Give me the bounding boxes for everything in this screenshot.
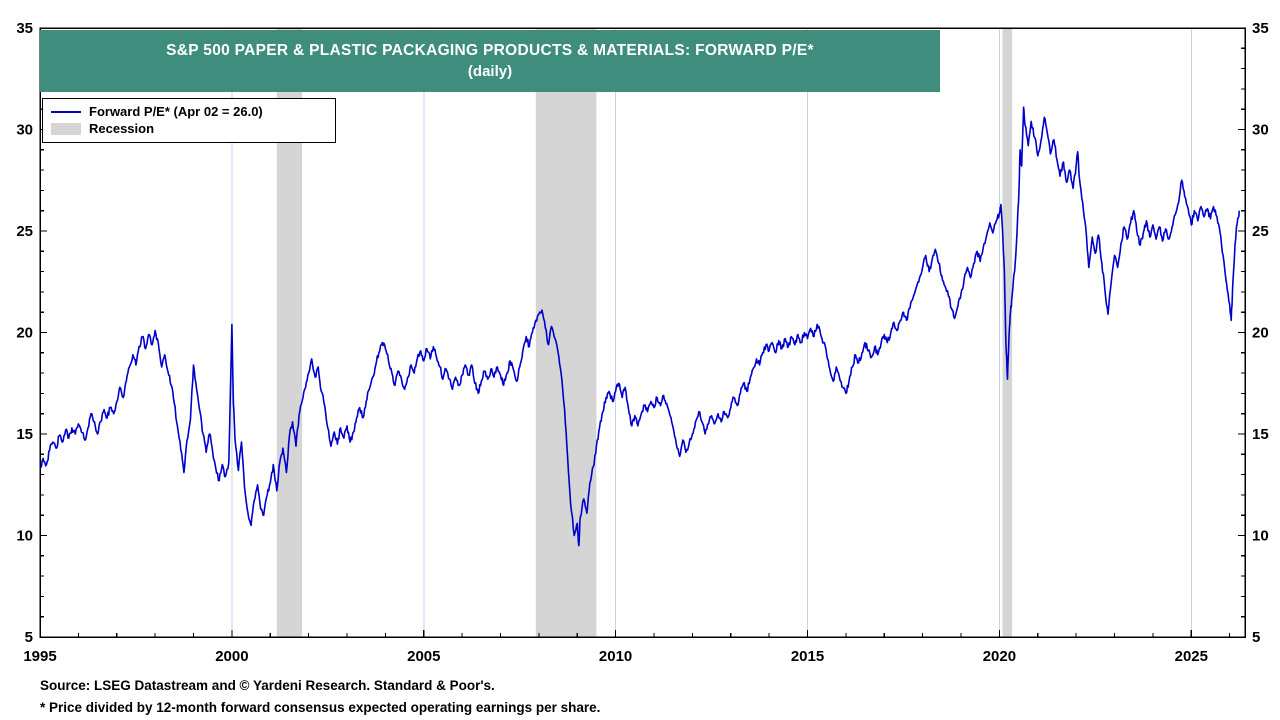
- recession-band: [535, 28, 597, 637]
- y-axis-label-left: 30: [16, 122, 33, 139]
- footnote: * Price divided by 12-month forward cons…: [40, 700, 601, 715]
- x-axis-label: 2020: [983, 648, 1016, 665]
- y-axis-label-left: 15: [16, 426, 33, 443]
- chart-subtitle: (daily): [467, 63, 513, 80]
- x-axis-label: 2005: [407, 648, 440, 665]
- series-line-swatch: [51, 110, 81, 113]
- y-axis-label-right: 25: [1252, 223, 1269, 240]
- recession-swatch: [51, 122, 81, 135]
- y-axis-label-right: 30: [1252, 122, 1269, 139]
- x-axis-label: 2025: [1175, 648, 1208, 665]
- legend-recession-label: Recession: [89, 121, 155, 136]
- source-note: Source: LSEG Datastream and © Yardeni Re…: [40, 678, 495, 693]
- x-axis-label: 2010: [599, 648, 632, 665]
- y-axis-label-left: 5: [25, 629, 33, 646]
- y-axis-label-right: 5: [1252, 629, 1260, 646]
- x-axis-label: 1995: [23, 648, 56, 665]
- y-axis-label-left: 35: [16, 20, 33, 37]
- x-axis-label: 2000: [215, 648, 248, 665]
- y-axis-label-right: 35: [1252, 20, 1269, 37]
- y-axis-label-right: 10: [1252, 528, 1269, 545]
- y-axis-label-left: 20: [16, 325, 33, 342]
- forward-pe-line: [39, 106, 1240, 547]
- legend-recession-row: Recession: [51, 120, 327, 137]
- chart-title: S&P 500 PAPER & PLASTIC PACKAGING PRODUC…: [166, 42, 814, 59]
- recession-band: [1002, 28, 1013, 637]
- x-axis-label: 2015: [791, 648, 824, 665]
- y-axis-label-left: 10: [16, 528, 33, 545]
- y-axis-label-right: 20: [1252, 325, 1269, 342]
- legend: Forward P/E* (Apr 02 = 26.0) Recession: [42, 98, 336, 143]
- title-banner: S&P 500 PAPER & PLASTIC PACKAGING PRODUC…: [40, 30, 940, 92]
- y-axis-label-left: 25: [16, 223, 33, 240]
- legend-series-label: Forward P/E* (Apr 02 = 26.0): [89, 104, 263, 119]
- y-axis-label-right: 15: [1252, 426, 1269, 443]
- legend-series-row: Forward P/E* (Apr 02 = 26.0): [51, 103, 327, 120]
